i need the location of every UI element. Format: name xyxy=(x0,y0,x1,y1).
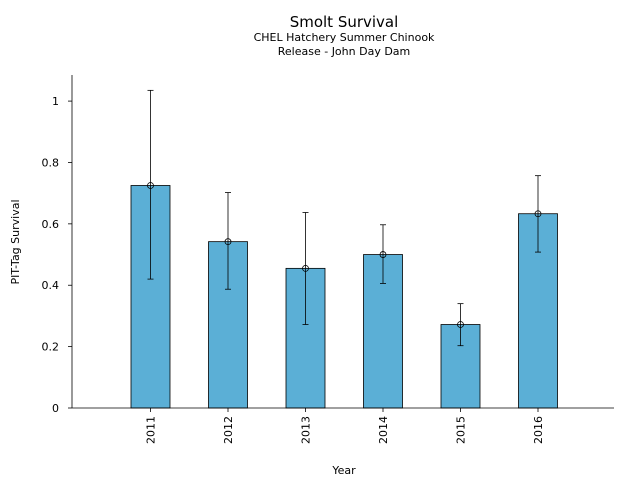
x-tick-label-2012: 2012 xyxy=(222,416,235,444)
point-marker-2016 xyxy=(534,210,542,218)
point-marker-2014 xyxy=(379,251,387,258)
chart-subtitle-line-2: Release - John Day Dam xyxy=(277,45,411,58)
y-tick-label-3: 0.6 xyxy=(42,218,60,231)
bars-layer xyxy=(130,185,558,409)
x-tick-label-2014: 2014 xyxy=(377,416,390,444)
x-tick-label-2011: 2011 xyxy=(145,416,158,444)
x-tick-label-2013: 2013 xyxy=(300,416,313,444)
point-marker-2012 xyxy=(224,238,232,246)
error-bars-layer xyxy=(147,89,542,347)
x-tick-label-2016: 2016 xyxy=(532,416,545,444)
axes-layer: 2011 2012 2013 2014 2015 2016 0 0.2 0.4 0.6 0.8 1 xyxy=(42,75,614,444)
x-axis-label: Year xyxy=(331,464,356,477)
y-tick-label-5: 1 xyxy=(52,95,59,108)
y-tick-label-2: 0.4 xyxy=(42,279,60,292)
y-tick-label-0: 0 xyxy=(52,402,59,415)
x-tick-label-2015: 2015 xyxy=(455,416,468,444)
chart-subtitle-line-1: CHEL Hatchery Summer Chinook xyxy=(253,31,435,44)
y-axis-label: PIT-Tag Survival xyxy=(9,199,22,284)
point-marker-2015 xyxy=(457,321,464,328)
point-marker-2011 xyxy=(147,182,154,189)
chart-title: Smolt Survival xyxy=(289,13,399,31)
y-tick-label-1: 0.2 xyxy=(42,341,60,354)
y-tick-label-4: 0.8 xyxy=(42,156,60,169)
point-marker-2013 xyxy=(302,264,309,272)
